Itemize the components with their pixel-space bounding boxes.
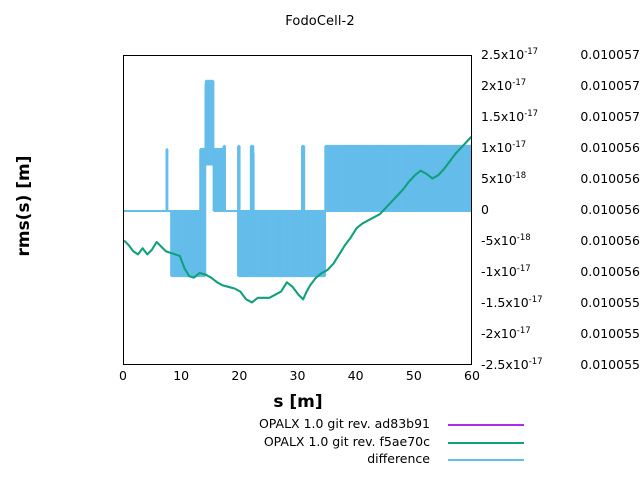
y-tick-label-left: 0.010055 (580, 357, 640, 372)
x-tick-label: 20 (231, 368, 248, 383)
y-tick-label-left: 0.010056 (580, 171, 640, 186)
y-tick-label-right: 5x10-18 (481, 171, 527, 187)
legend-color-swatch (448, 459, 524, 462)
y-tick-label-left: 0.010056 (580, 140, 640, 155)
legend-color-swatch (448, 441, 524, 444)
chart-title: FodoCell-2 (285, 14, 355, 29)
x-tick-label: 60 (464, 368, 480, 383)
y-tick-label-left: 0.010056 (580, 233, 640, 248)
legend-entry[interactable]: OPALX 1.0 git rev. f5ae70c (150, 434, 550, 452)
y-tick-label-left: 0.010055 (580, 295, 640, 310)
y-tick-label-right: 2x10-17 (481, 78, 527, 94)
x-tick-label: 50 (405, 368, 422, 383)
y-tick-label-right: 1x10-17 (481, 140, 527, 156)
series-line (124, 135, 471, 304)
y-axis-left-label: rms(s) [m] (14, 155, 34, 257)
x-tick-label: 40 (347, 368, 364, 383)
y-tick-label-left: 0.010057 (580, 109, 640, 124)
x-axis-label: s [m] (273, 392, 323, 412)
plot-series-svg (124, 79, 471, 304)
y-tick-label-left: 0.010055 (580, 326, 640, 341)
plot-area (123, 55, 472, 365)
chart-legend: OPALX 1.0 git rev. ad83b91 OPALX 1.0 git … (150, 416, 550, 474)
y-tick-label-left: 0.010056 (580, 264, 640, 279)
y-tick-label-right: -1x10-17 (481, 264, 531, 280)
y-tick-label-right: -1.5x10-17 (481, 295, 543, 311)
legend-entry[interactable]: OPALX 1.0 git rev. ad83b91 (150, 416, 550, 434)
y-tick-label-right: -5x10-18 (481, 233, 531, 249)
legend-label: OPALX 1.0 git rev. ad83b91 (258, 416, 430, 431)
legend-color-swatch (448, 424, 524, 427)
x-tick-label: 0 (119, 368, 127, 383)
legend-label: difference (367, 451, 430, 466)
y-tick-label-right: -2x10-17 (481, 326, 531, 342)
legend-entry[interactable]: difference (150, 451, 550, 469)
y-tick-label-left: 0.010057 (580, 47, 640, 62)
y-tick-label-left: 0.010057 (580, 78, 640, 93)
legend-label: OPALX 1.0 git rev. f5ae70c (263, 433, 430, 449)
y-tick-label-right: 1.5x10-17 (481, 109, 539, 125)
y-tick-label-right: -2.5x10-17 (481, 357, 543, 373)
y-tick-label-right: 2.5x10-17 (481, 47, 539, 63)
y-tick-label-right: 0 (481, 202, 489, 217)
x-tick-label: 10 (173, 368, 190, 383)
y-tick-label-left: 0.010056 (580, 202, 640, 217)
x-tick-label: 30 (289, 368, 306, 383)
series-difference (124, 79, 471, 278)
